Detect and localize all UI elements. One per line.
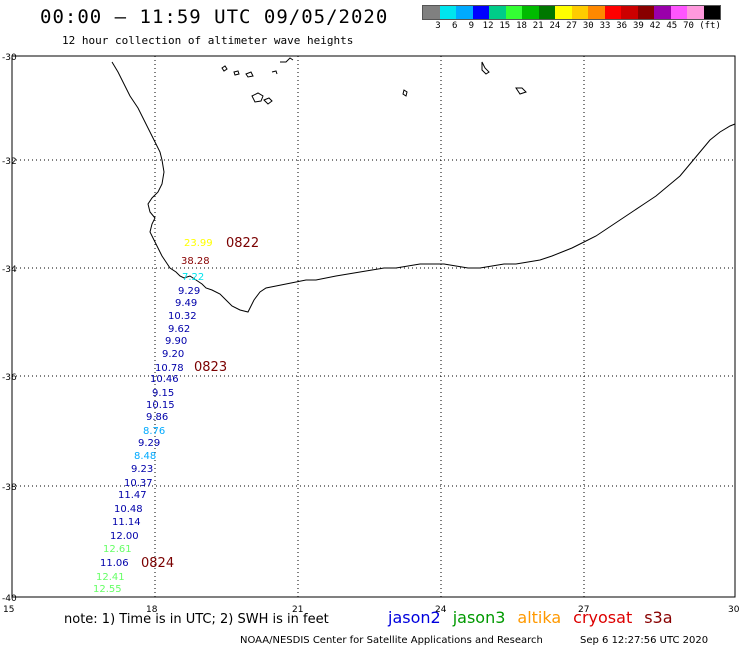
wave-height-value: 9.49 xyxy=(175,298,197,309)
legend-swatch xyxy=(670,6,687,19)
lon-label: 15 xyxy=(3,605,14,615)
legend-swatch xyxy=(555,6,572,19)
wave-height-value: 8.48 xyxy=(134,451,156,462)
legend-label: 42 xyxy=(649,21,661,31)
legend-label: 6 xyxy=(451,21,458,31)
generated-timestamp: Sep 6 12:27:56 UTC 2020 xyxy=(580,635,709,646)
wave-height-value: 12.55 xyxy=(93,584,122,595)
wave-height-value: 9.20 xyxy=(162,349,184,360)
wave-height-value: 23.99 xyxy=(184,238,213,249)
satellite-legend-item: jason3 xyxy=(452,608,506,627)
lat-label: -36 xyxy=(2,373,17,383)
satellite-legend-item: jason2 xyxy=(388,608,441,627)
map-grid xyxy=(12,56,735,597)
legend-label: 15 xyxy=(499,21,511,31)
legend-label: 21 xyxy=(532,21,544,31)
wave-height-value: 10.78 xyxy=(155,363,184,374)
wave-height-value: 12.41 xyxy=(96,572,125,583)
satellite-legend: jason2 jason3 altika cryosat s3a xyxy=(388,608,685,627)
pass-time: 0823 xyxy=(194,360,227,375)
legend-swatch xyxy=(654,6,671,19)
wave-height-value: 7.22 xyxy=(182,272,204,283)
legend-swatch xyxy=(604,6,621,19)
wave-height-value: 9.23 xyxy=(131,464,153,475)
legend-swatch xyxy=(571,6,588,19)
pass-time: 0822 xyxy=(226,236,259,251)
legend-swatch xyxy=(538,6,555,19)
map-title: 00:00 – 11:59 UTC 09/05/2020 xyxy=(40,6,389,28)
wave-height-value: 9.29 xyxy=(138,438,160,449)
wave-height-value: 10.15 xyxy=(146,400,175,411)
wave-height-value: 11.47 xyxy=(118,490,147,501)
legend-swatch xyxy=(522,6,539,19)
legend-swatch xyxy=(637,6,654,19)
wave-height-value: 9.29 xyxy=(178,286,200,297)
legend-swatch xyxy=(703,6,720,19)
wave-height-value: 9.15 xyxy=(152,388,174,399)
lat-label: -30 xyxy=(2,53,17,63)
lon-label: 24 xyxy=(435,605,447,615)
lat-label: -40 xyxy=(2,594,17,604)
legend-label: 27 xyxy=(566,21,578,31)
satellite-legend-item: cryosat xyxy=(573,608,633,627)
lon-label: 18 xyxy=(146,605,158,615)
wave-height-value: 10.32 xyxy=(168,311,197,322)
coastline xyxy=(111,61,736,313)
islands xyxy=(221,57,527,105)
legend-label: 9 xyxy=(468,21,475,31)
wave-height-value: 9.62 xyxy=(168,324,190,335)
wave-height-value: 9.90 xyxy=(165,336,187,347)
lon-label: 27 xyxy=(578,605,589,615)
legend-label: 36 xyxy=(616,21,628,31)
legend-swatches xyxy=(422,5,721,20)
legend-swatch xyxy=(621,6,638,19)
footnote: note: 1) Time is in UTC; 2) SWH is in fe… xyxy=(64,612,329,627)
legend-label: 39 xyxy=(632,21,644,31)
wave-height-value: 12.61 xyxy=(103,544,132,555)
lat-label: -32 xyxy=(2,157,17,167)
lon-label: 30 xyxy=(728,605,740,615)
pass-time: 0824 xyxy=(141,556,174,571)
legend-swatch xyxy=(456,6,473,19)
wave-height-value: 10.48 xyxy=(114,504,143,515)
observation-labels: 23.9938.287.229.299.4910.329.629.909.201… xyxy=(93,238,213,595)
legend-swatch xyxy=(687,6,704,19)
map-frame xyxy=(11,55,736,598)
wave-height-value: 11.14 xyxy=(112,517,141,528)
map-subtitle: 12 hour collection of altimeter wave hei… xyxy=(62,34,354,47)
legend-label: 3 xyxy=(435,21,441,31)
wave-height-value: 10.46 xyxy=(150,374,179,385)
lon-label: 21 xyxy=(292,605,303,615)
color-scale-legend: 3 6 9 12 15 18 21 24 27 30 33 36 39 42 45 70 (ft) xyxy=(422,5,721,34)
legend-swatch xyxy=(439,6,456,19)
credit-line: NOAA/NESDIS Center for Satellite Applica… xyxy=(240,635,543,646)
wave-height-value: 11.06 xyxy=(100,558,129,569)
satellite-legend-item: altika xyxy=(517,608,562,627)
legend-label: 70 xyxy=(683,21,694,31)
legend-label: 18 xyxy=(516,21,527,31)
satellite-legend-item: s3a xyxy=(644,608,673,627)
legend-label: 24 xyxy=(549,21,561,31)
wave-height-value: 9.86 xyxy=(146,412,168,423)
legend-label: 12 xyxy=(482,21,494,31)
legend-label: (ft) xyxy=(699,21,721,31)
wave-height-value: 12.00 xyxy=(110,531,139,542)
legend-label: 45 xyxy=(666,21,678,31)
wave-height-value: 10.37 xyxy=(124,478,153,489)
legend-labels: 3 6 9 12 15 18 21 24 27 30 33 36 39 42 45 70 (ft) xyxy=(422,20,721,34)
legend-swatch xyxy=(505,6,522,19)
wave-height-value: 8.76 xyxy=(143,426,165,437)
lat-label: -34 xyxy=(2,265,17,275)
legend-swatch xyxy=(423,6,440,19)
legend-swatch xyxy=(489,6,506,19)
wave-height-value: 38.28 xyxy=(181,256,210,267)
lat-label: -38 xyxy=(2,483,17,493)
legend-swatch xyxy=(472,6,489,19)
legend-label: 30 xyxy=(582,21,594,31)
legend-swatch xyxy=(588,6,605,19)
legend-label: 33 xyxy=(599,21,611,31)
